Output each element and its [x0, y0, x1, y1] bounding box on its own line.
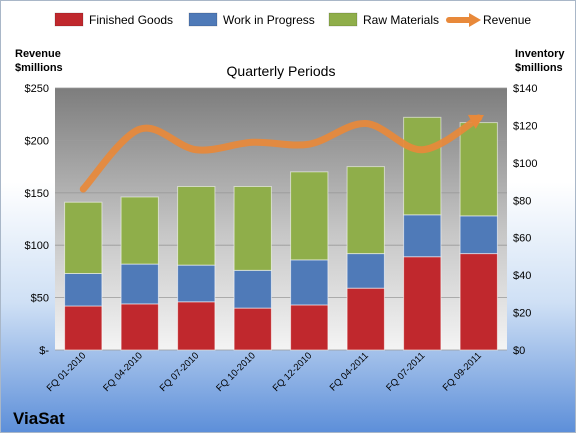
bar-finished-goods-2: [177, 301, 216, 351]
left-tick-label-0: $-: [39, 345, 49, 357]
bar-finished-goods-3: [233, 307, 272, 351]
bar-finished-goods-7: [459, 253, 498, 351]
x-tick-label-2: FQ 07-2010: [158, 350, 202, 394]
legend-label-work-in-progress: Work in Progress: [223, 13, 315, 27]
bar-work-in-progress-5: [346, 253, 385, 289]
right-tick-label-7: $140: [513, 83, 537, 95]
chart-title: Quarterly Periods: [227, 63, 336, 79]
bar-raw-materials-3: [233, 186, 272, 271]
left-tick-label-2: $100: [25, 240, 49, 252]
bar-raw-materials-5: [346, 166, 385, 255]
bar-raw-materials-1: [120, 196, 159, 265]
legend: Finished Goods Work in Progress Raw Materi…: [54, 12, 531, 27]
bar-finished-goods-0: [64, 305, 103, 351]
bar-work-in-progress-1: [120, 263, 159, 305]
brand-label: ViaSat: [13, 409, 65, 428]
bar-work-in-progress-0: [64, 272, 103, 307]
left-tick-label-4: $200: [25, 135, 49, 147]
right-tick-label-1: $20: [513, 308, 531, 320]
revenue-line-layer: [79, 114, 484, 193]
right-tick-label-4: $80: [513, 195, 531, 207]
left-tick-label-5: $250: [25, 83, 49, 95]
legend-swatch-raw-materials: [328, 12, 358, 27]
x-tick-label-4: FQ 12-2010: [271, 350, 315, 394]
legend-arrowhead-revenue: [469, 13, 481, 27]
x-tick-label-1: FQ 04-2010: [101, 350, 145, 394]
bar-work-in-progress-6: [403, 214, 442, 258]
bar-raw-materials-0: [64, 201, 103, 274]
bars-layer: [64, 116, 498, 351]
right-tick-label-3: $60: [513, 233, 531, 245]
right-axis-title-line2: $millions: [515, 62, 563, 74]
bar-raw-materials-6: [403, 116, 442, 216]
left-axis-title-line1: Revenue: [15, 48, 61, 60]
bar-finished-goods-1: [120, 303, 159, 351]
bar-raw-materials-4: [290, 171, 329, 261]
right-axis-title-line1: Inventory: [515, 48, 565, 60]
x-tick-label-7: FQ 09-2011: [441, 350, 484, 393]
bar-raw-materials-2: [177, 186, 216, 266]
legend-label-raw-materials: Raw Materials: [363, 13, 439, 27]
bar-work-in-progress-2: [177, 264, 216, 303]
x-tick-label-6: FQ 07-2011: [384, 350, 427, 393]
bar-work-in-progress-4: [290, 259, 329, 306]
legend-swatch-finished-goods: [54, 12, 84, 27]
legend-swatch-work-in-progress: [188, 12, 218, 27]
bar-work-in-progress-3: [233, 269, 272, 309]
right-tick-label-6: $120: [513, 120, 537, 132]
left-axis-title-line2: $millions: [15, 62, 63, 74]
right-tick-label-5: $100: [513, 158, 537, 170]
revenue-arrowhead: [467, 114, 484, 129]
x-tick-label-0: FQ 01-2010: [45, 350, 89, 394]
bar-finished-goods-5: [346, 287, 385, 351]
legend-label-finished-goods: Finished Goods: [89, 13, 173, 27]
x-tick-label-3: FQ 10-2010: [214, 350, 258, 394]
bar-finished-goods-6: [403, 256, 442, 351]
x-tick-label-5: FQ 04-2011: [328, 350, 371, 393]
left-tick-label-1: $50: [31, 293, 49, 305]
left-tick-label-3: $150: [25, 188, 49, 200]
legend-label-revenue: Revenue: [483, 13, 531, 27]
revenue-line: [79, 114, 483, 193]
right-tick-label-0: $0: [513, 345, 525, 357]
bar-finished-goods-4: [290, 304, 329, 351]
bar-work-in-progress-7: [459, 215, 498, 255]
right-tick-label-2: $40: [513, 270, 531, 282]
bar-raw-materials-7: [459, 122, 498, 217]
